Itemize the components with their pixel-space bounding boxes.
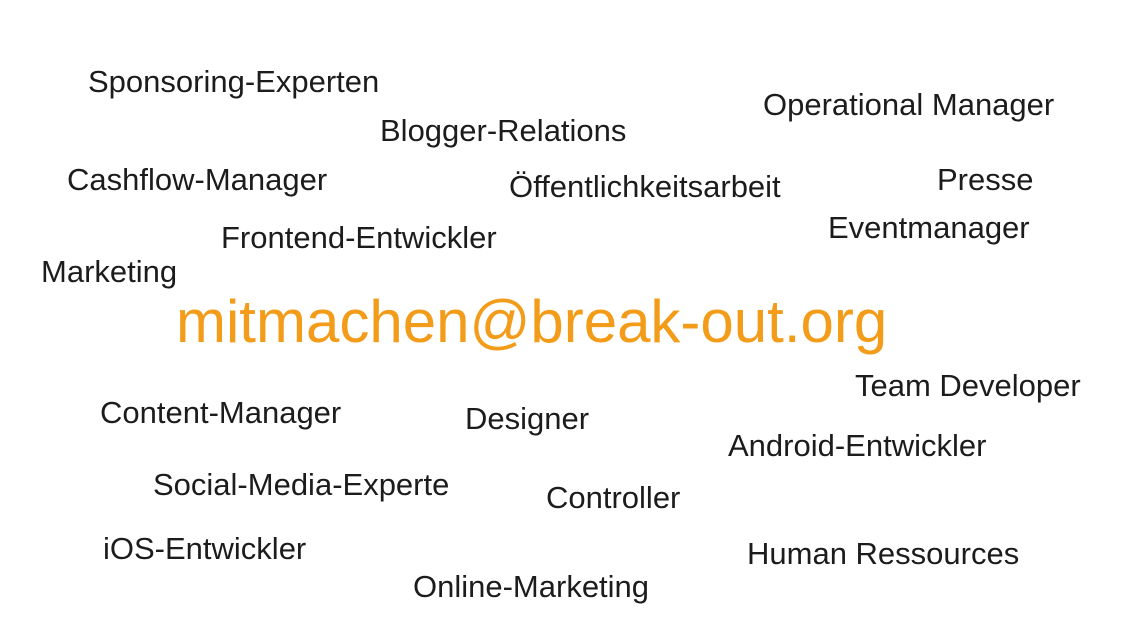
role-controller: Controller	[546, 480, 681, 515]
role-human-ressources: Human Ressources	[747, 536, 1020, 571]
role-online-marketing: Online-Marketing	[413, 569, 650, 604]
role-ios-entwickler: iOS-Entwickler	[103, 531, 307, 566]
role-oeffentlichkeitsarbeit: Öffentlichkeitsarbeit	[509, 169, 781, 204]
contact-email: mitmachen@break-out.org	[176, 288, 888, 355]
role-social-media-experte: Social-Media-Experte	[153, 467, 450, 502]
role-sponsoring-experten: Sponsoring-Experten	[88, 64, 380, 99]
role-operational-manager: Operational Manager	[763, 87, 1055, 122]
role-designer: Designer	[465, 401, 590, 436]
role-blogger-relations: Blogger-Relations	[380, 113, 627, 148]
role-cashflow-manager: Cashflow-Manager	[67, 162, 328, 197]
role-marketing: Marketing	[41, 254, 178, 289]
role-eventmanager: Eventmanager	[828, 210, 1030, 245]
role-team-developer: Team Developer	[855, 368, 1081, 403]
role-android-entwickler: Android-Entwickler	[728, 428, 987, 463]
role-presse: Presse	[937, 162, 1034, 197]
role-content-manager: Content-Manager	[100, 395, 342, 430]
role-frontend-entwickler: Frontend-Entwickler	[221, 220, 497, 255]
